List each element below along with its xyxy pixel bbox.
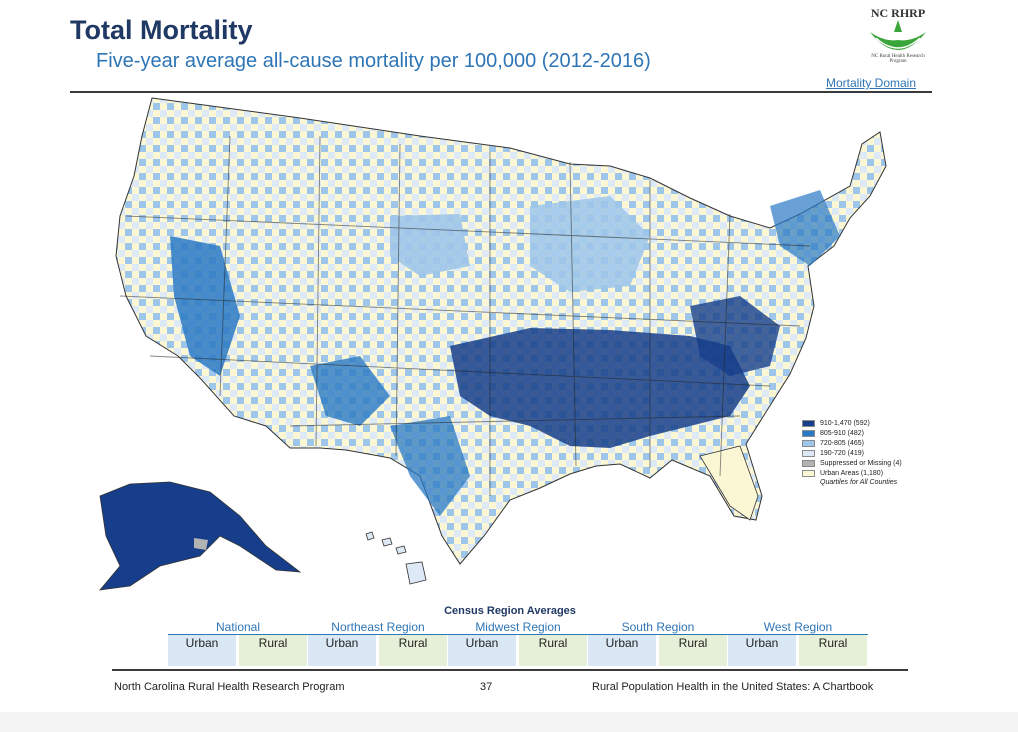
southern-cluster xyxy=(450,328,750,448)
slide-title: Total Mortality xyxy=(70,15,253,45)
page-number: 37 xyxy=(480,681,493,693)
appalachia-cluster xyxy=(690,296,780,376)
west-rural-cell: Rural xyxy=(799,635,867,666)
ncrhrp-logo-icon xyxy=(870,20,926,52)
region-underline xyxy=(728,634,868,635)
region-underline xyxy=(588,634,728,635)
west-urban-cell: Urban xyxy=(728,635,796,666)
domain-label[interactable]: Mortality Domain xyxy=(826,76,917,90)
south-rural-cell: Rural xyxy=(659,635,727,666)
legend-swatch-2 xyxy=(802,429,815,437)
alaska-shape xyxy=(99,481,302,591)
footer-divider xyxy=(112,669,908,671)
us-county-map xyxy=(99,97,887,591)
northeast-rural-cell: Rural xyxy=(379,635,447,666)
west-cluster-2 xyxy=(310,356,390,426)
region-south: South Region xyxy=(621,620,695,634)
texas-cluster xyxy=(390,416,470,516)
region-underline xyxy=(448,634,588,635)
legend-label: 190-720 (419) xyxy=(820,449,864,457)
hawaii-shape xyxy=(365,531,427,585)
midwest-rural-cell: Rural xyxy=(519,635,587,666)
legend-item: 910-1,470 (592) xyxy=(802,418,902,428)
legend-swatch-1 xyxy=(802,419,815,427)
title-divider xyxy=(70,91,932,93)
midwest-cluster xyxy=(530,196,650,292)
midwest-urban-cell: Urban xyxy=(448,635,516,666)
region-national: National xyxy=(215,620,261,634)
slide-subtitle: Five-year average all-cause mortality pe… xyxy=(96,50,651,72)
legend-swatch-3 xyxy=(802,439,815,447)
map-legend: 910-1,470 (592) 805-910 (482) 720-805 (4… xyxy=(802,418,902,486)
region-midwest: Midwest Region xyxy=(475,620,561,634)
legend-label: 910-1,470 (592) xyxy=(820,419,870,427)
legend-label: 720-805 (465) xyxy=(820,439,864,447)
logo-text: NC RHRP xyxy=(870,6,926,20)
bottom-bar xyxy=(0,712,1018,732)
state-borders xyxy=(119,135,811,496)
legend-swatch-4 xyxy=(802,449,815,457)
region-underline xyxy=(308,634,448,635)
legend-label: Suppressed or Missing (4) xyxy=(820,459,902,467)
footer-right: Rural Population Health in the United St… xyxy=(592,681,874,693)
plains-cluster xyxy=(390,214,470,276)
legend-item: 720-805 (465) xyxy=(802,438,902,448)
northeast-urban-cell: Urban xyxy=(308,635,376,666)
florida-shape xyxy=(699,445,759,521)
legend-item: 190-720 (419) xyxy=(802,448,902,458)
legend-note: Quartiles for All Counties xyxy=(820,479,898,486)
national-rural-cell: Rural xyxy=(239,635,307,666)
legend-item: Urban Areas (1,180) xyxy=(802,468,902,478)
legend-item: Suppressed or Missing (4) xyxy=(802,458,902,468)
logo-subtext: NC Rural Health Research Program xyxy=(871,54,925,64)
census-region-title: Census Region Averages xyxy=(444,605,576,617)
legend-label: 805-910 (482) xyxy=(820,429,864,437)
region-underline xyxy=(168,634,308,635)
northeast-cluster xyxy=(770,190,840,266)
legend-swatch-5 xyxy=(802,459,815,467)
alaska-missing xyxy=(194,538,208,550)
slide: Total Mortality Five-year average all-ca… xyxy=(70,6,932,693)
legend-swatch-6 xyxy=(802,469,815,477)
region-west: West Region xyxy=(763,620,833,634)
region-northeast: Northeast Region xyxy=(331,620,425,634)
legend-label: Urban Areas (1,180) xyxy=(820,469,884,477)
south-urban-cell: Urban xyxy=(588,635,656,666)
national-urban-cell: Urban xyxy=(168,635,236,666)
contiguous-us-shape xyxy=(115,97,887,565)
footer-left: North Carolina Rural Health Research Pro… xyxy=(114,681,345,693)
legend-item: 805-910 (482) xyxy=(802,428,902,438)
